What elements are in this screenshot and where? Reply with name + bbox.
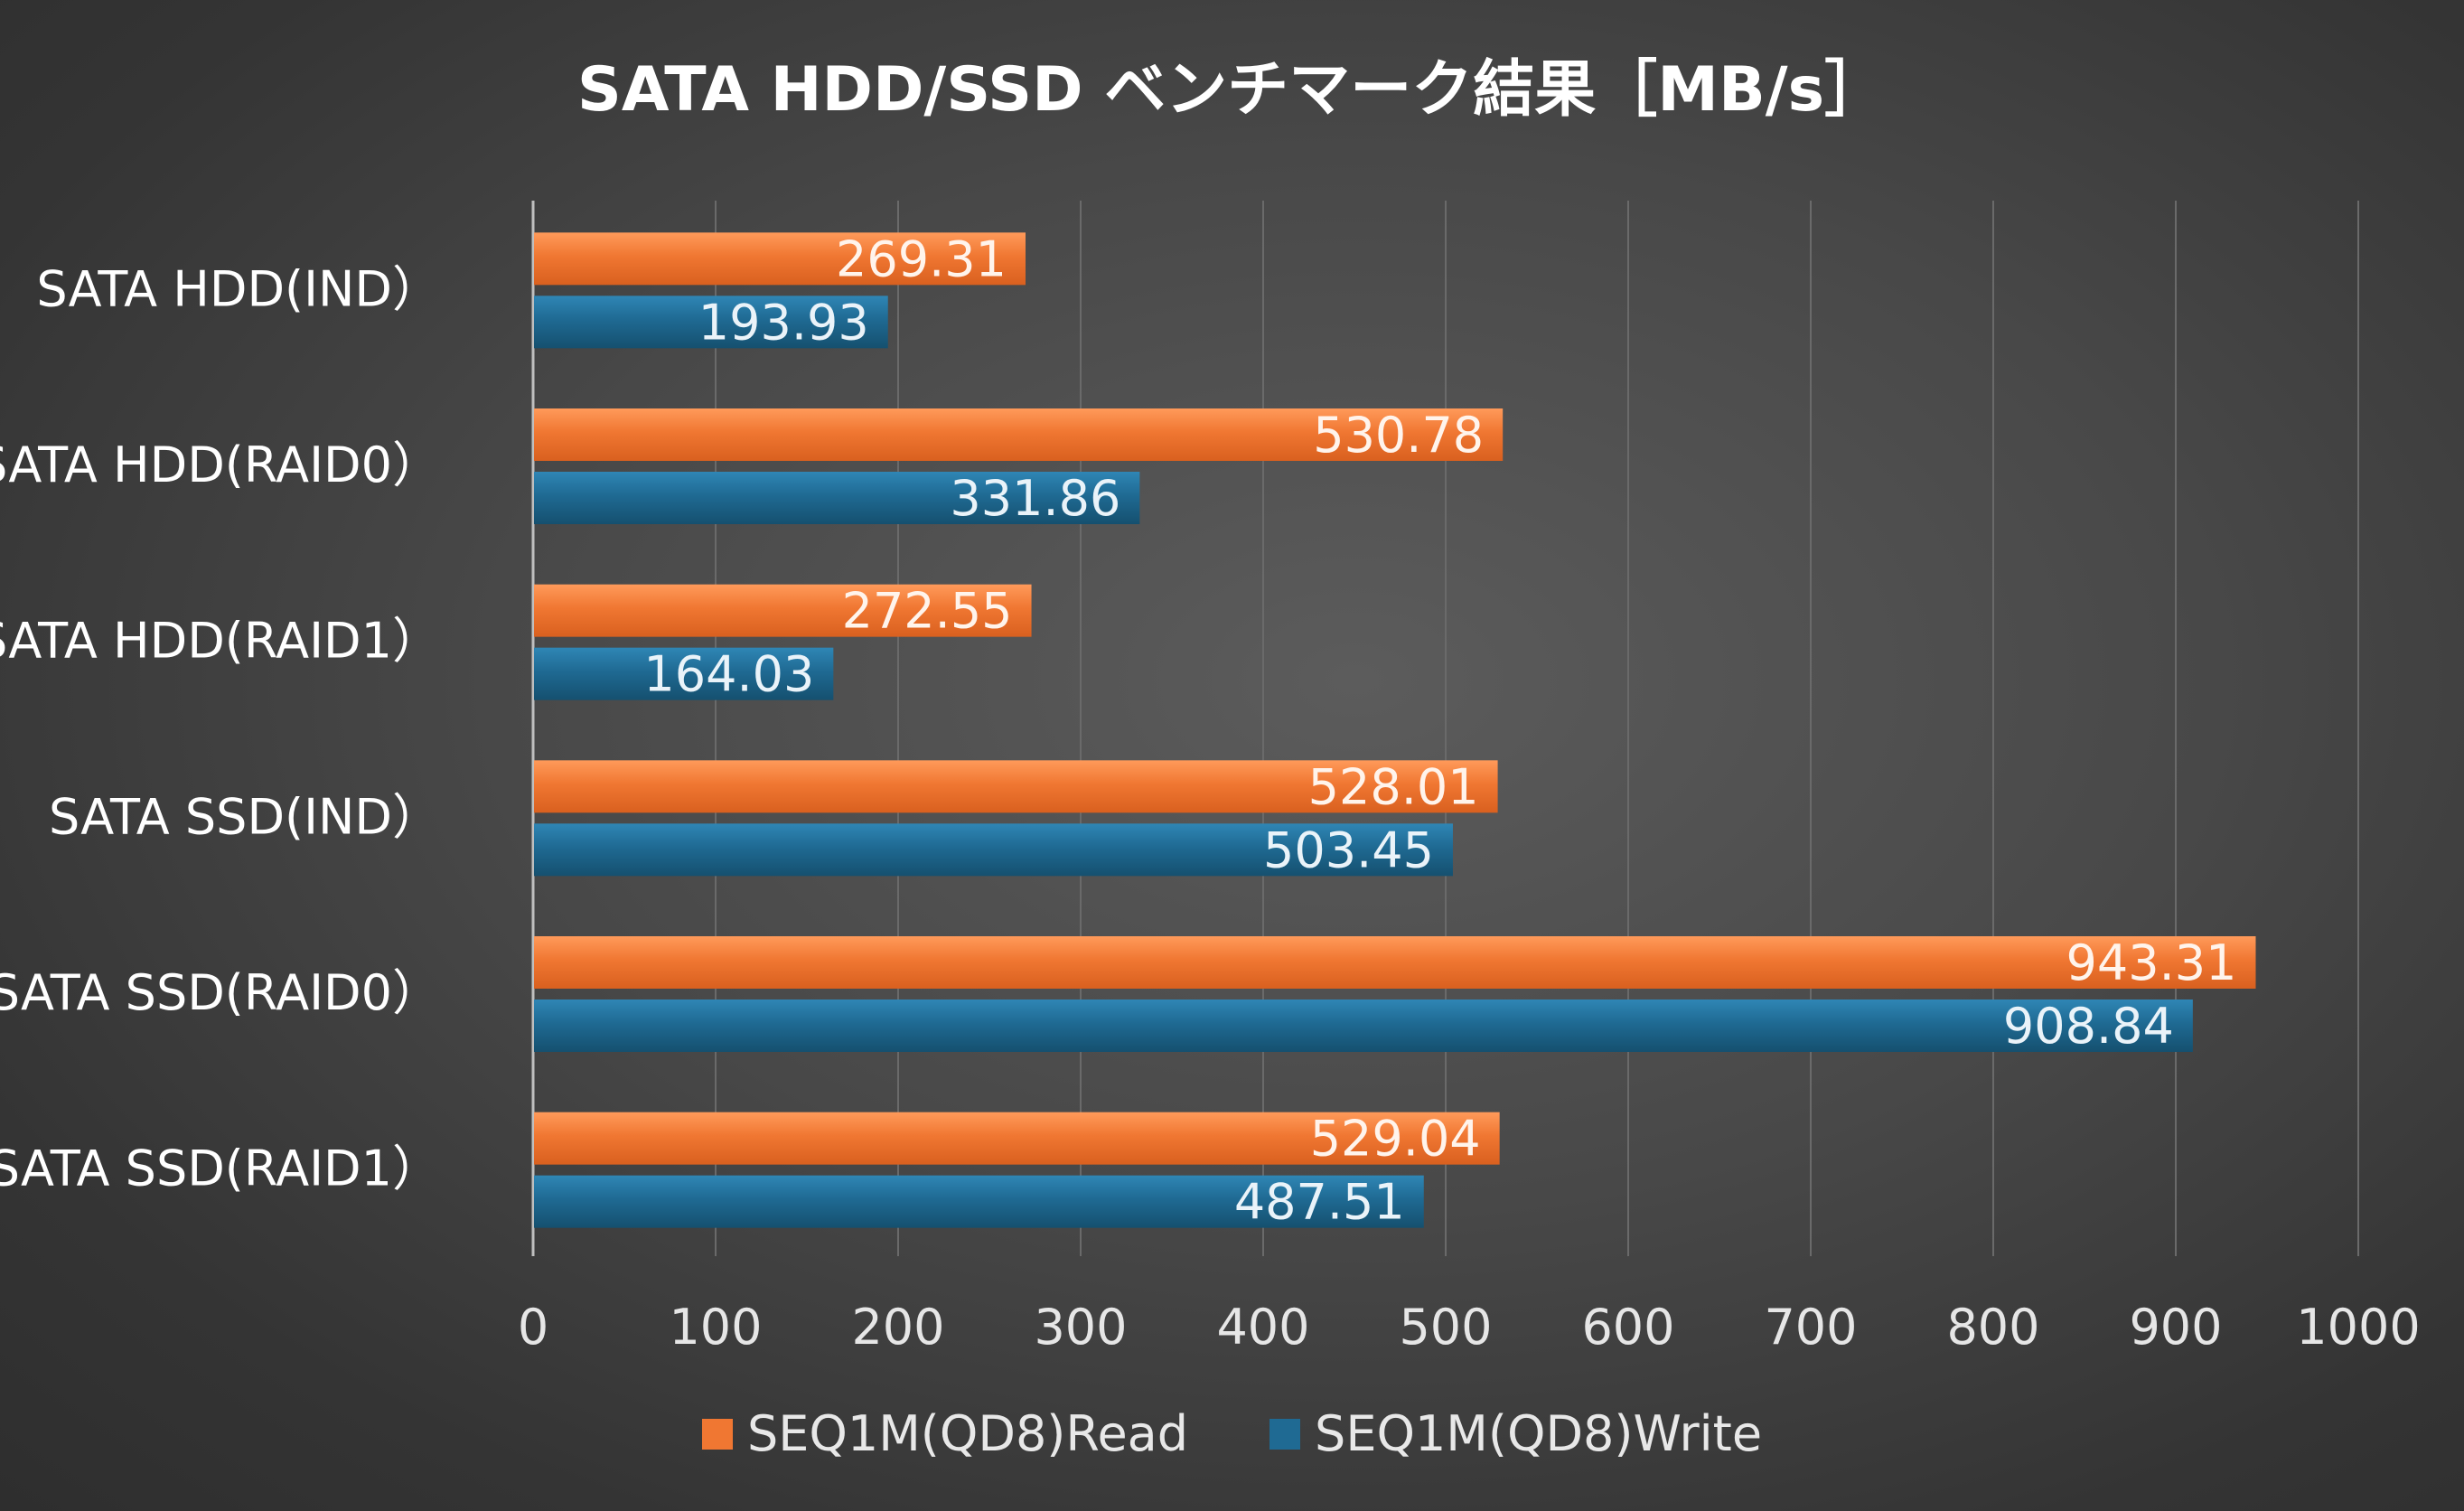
x-tick-label: 100	[669, 1299, 762, 1356]
x-tick-label: 1000	[2296, 1299, 2420, 1356]
legend-label-read: SEQ1M(QD8)Read	[746, 1405, 1189, 1462]
x-tick-label: 0	[518, 1299, 548, 1356]
legend-item-read: SEQ1M(QD8)Read	[701, 1405, 1189, 1462]
bar-write	[534, 1175, 1424, 1228]
bar-read	[534, 232, 1026, 286]
x-tick-label: 800	[1946, 1299, 2039, 1356]
data-label: 528.01	[1308, 758, 1479, 815]
x-tick-label: 900	[2129, 1299, 2222, 1356]
data-label: 331.86	[950, 470, 1120, 527]
category-label: SATA SSD(RAID0）	[0, 964, 441, 1021]
legend-label-write: SEQ1M(QD8)Write	[1315, 1405, 1763, 1462]
data-label: 487.51	[1234, 1174, 1405, 1231]
bar-read	[534, 760, 1498, 813]
bar-read	[534, 408, 1504, 461]
legend: SEQ1M(QD8)Read SEQ1M(QD8)Write	[0, 1405, 2464, 1462]
x-tick-label: 700	[1764, 1299, 1857, 1356]
x-tick-label: 500	[1399, 1299, 1492, 1356]
data-label: 164.03	[643, 646, 814, 703]
x-tick-label: 200	[851, 1299, 944, 1356]
data-label: 908.84	[2003, 998, 2174, 1055]
x-tick-label: 600	[1581, 1299, 1674, 1356]
bar-read	[534, 936, 2256, 989]
data-label: 529.04	[1310, 1111, 1481, 1168]
legend-swatch-read	[701, 1418, 733, 1450]
data-label: 269.31	[836, 230, 1007, 287]
bar-read	[534, 584, 1032, 637]
x-tick-label: 400	[1216, 1299, 1309, 1356]
data-label: 503.45	[1263, 821, 1434, 878]
bar-write	[534, 1000, 2193, 1052]
x-tick-label: 300	[1034, 1299, 1127, 1356]
bar-write	[534, 647, 834, 700]
data-label: 530.78	[1313, 407, 1484, 464]
data-label: 193.93	[698, 294, 869, 351]
data-label: 272.55	[842, 583, 1013, 640]
category-label: SATA HDD(RAID0）	[0, 436, 441, 493]
category-label: SATA SSD(RAID1）	[0, 1140, 441, 1197]
chart-title: SATA HDD/SSD ベンチマーク結果［MB/s］	[577, 54, 1886, 126]
data-label: 943.31	[2066, 934, 2237, 991]
bar-write	[534, 296, 888, 349]
category-label: SATA SSD(IND）	[49, 788, 441, 845]
legend-item-write: SEQ1M(QD8)Write	[1269, 1405, 1762, 1462]
category-label: SATA HDD(IND）	[36, 260, 441, 317]
bar-write	[534, 472, 1140, 524]
legend-swatch-write	[1269, 1418, 1301, 1450]
bar-read	[534, 1112, 1500, 1165]
bar-write	[534, 823, 1453, 877]
category-label: SATA HDD(RAID1）	[0, 613, 441, 670]
